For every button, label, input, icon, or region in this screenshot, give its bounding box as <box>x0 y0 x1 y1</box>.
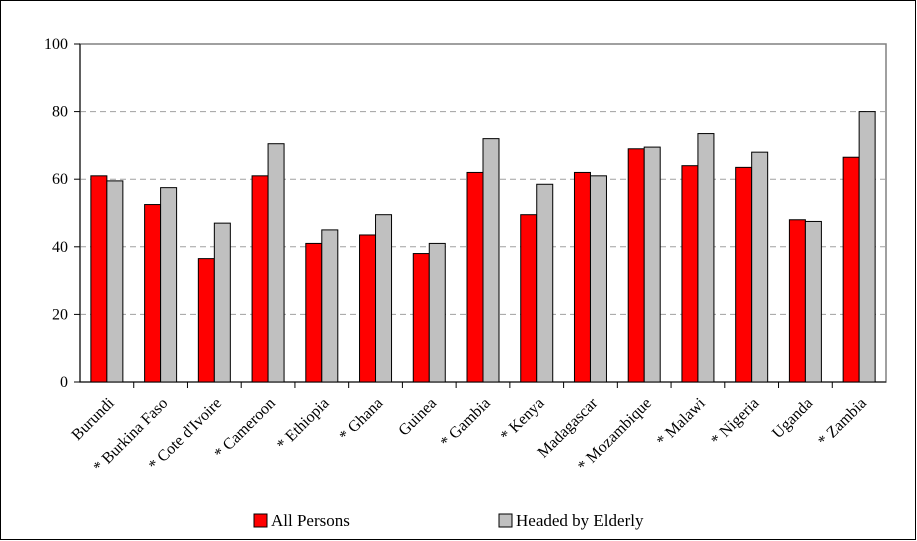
y-tick-label: 0 <box>60 374 68 391</box>
bar-headed-by-elderly <box>697 133 715 383</box>
bar-all-persons <box>520 214 538 383</box>
y-tick-label: 40 <box>52 239 68 256</box>
bar-headed-by-elderly <box>267 143 285 383</box>
bar-all-persons <box>466 171 484 383</box>
legend-label: All Persons <box>271 511 350 530</box>
bar-headed-by-elderly <box>321 229 339 383</box>
bars-layer <box>90 111 876 383</box>
bar-headed-by-elderly <box>589 175 607 383</box>
bar-all-persons <box>573 171 591 383</box>
bar-all-persons <box>359 234 377 383</box>
bar-headed-by-elderly <box>858 111 876 383</box>
bar-headed-by-elderly <box>213 222 231 383</box>
legend-swatch <box>498 513 513 528</box>
legend: All Persons Headed by Elderly <box>253 511 644 530</box>
bar-all-persons <box>681 165 699 383</box>
bar-all-persons <box>788 219 806 383</box>
bar-headed-by-elderly <box>106 180 124 383</box>
y-axis: 0 20 40 60 80 100 <box>44 36 81 391</box>
legend-swatch <box>253 513 268 528</box>
legend-label: Headed by Elderly <box>516 511 644 530</box>
bar-headed-by-elderly <box>375 214 393 383</box>
bar-headed-by-elderly <box>643 146 661 383</box>
y-tick-label: 100 <box>44 36 68 53</box>
bar-all-persons <box>735 166 753 383</box>
bar-all-persons <box>627 148 645 383</box>
bar-headed-by-elderly <box>482 138 500 383</box>
bar-all-persons <box>251 175 269 383</box>
bar-all-persons <box>305 242 323 383</box>
bar-headed-by-elderly <box>536 183 554 383</box>
bar-all-persons <box>412 253 430 383</box>
bar-headed-by-elderly <box>751 151 769 383</box>
bar-headed-by-elderly <box>160 187 178 383</box>
y-tick-label: 80 <box>52 104 68 121</box>
bar-headed-by-elderly <box>428 242 446 383</box>
bar-all-persons <box>197 258 215 383</box>
bar-all-persons <box>144 204 162 383</box>
y-tick-label: 60 <box>52 171 68 188</box>
bar-headed-by-elderly <box>804 220 822 383</box>
y-tick-label: 20 <box>52 306 68 323</box>
bar-all-persons <box>842 156 860 383</box>
bar-all-persons <box>90 175 108 383</box>
